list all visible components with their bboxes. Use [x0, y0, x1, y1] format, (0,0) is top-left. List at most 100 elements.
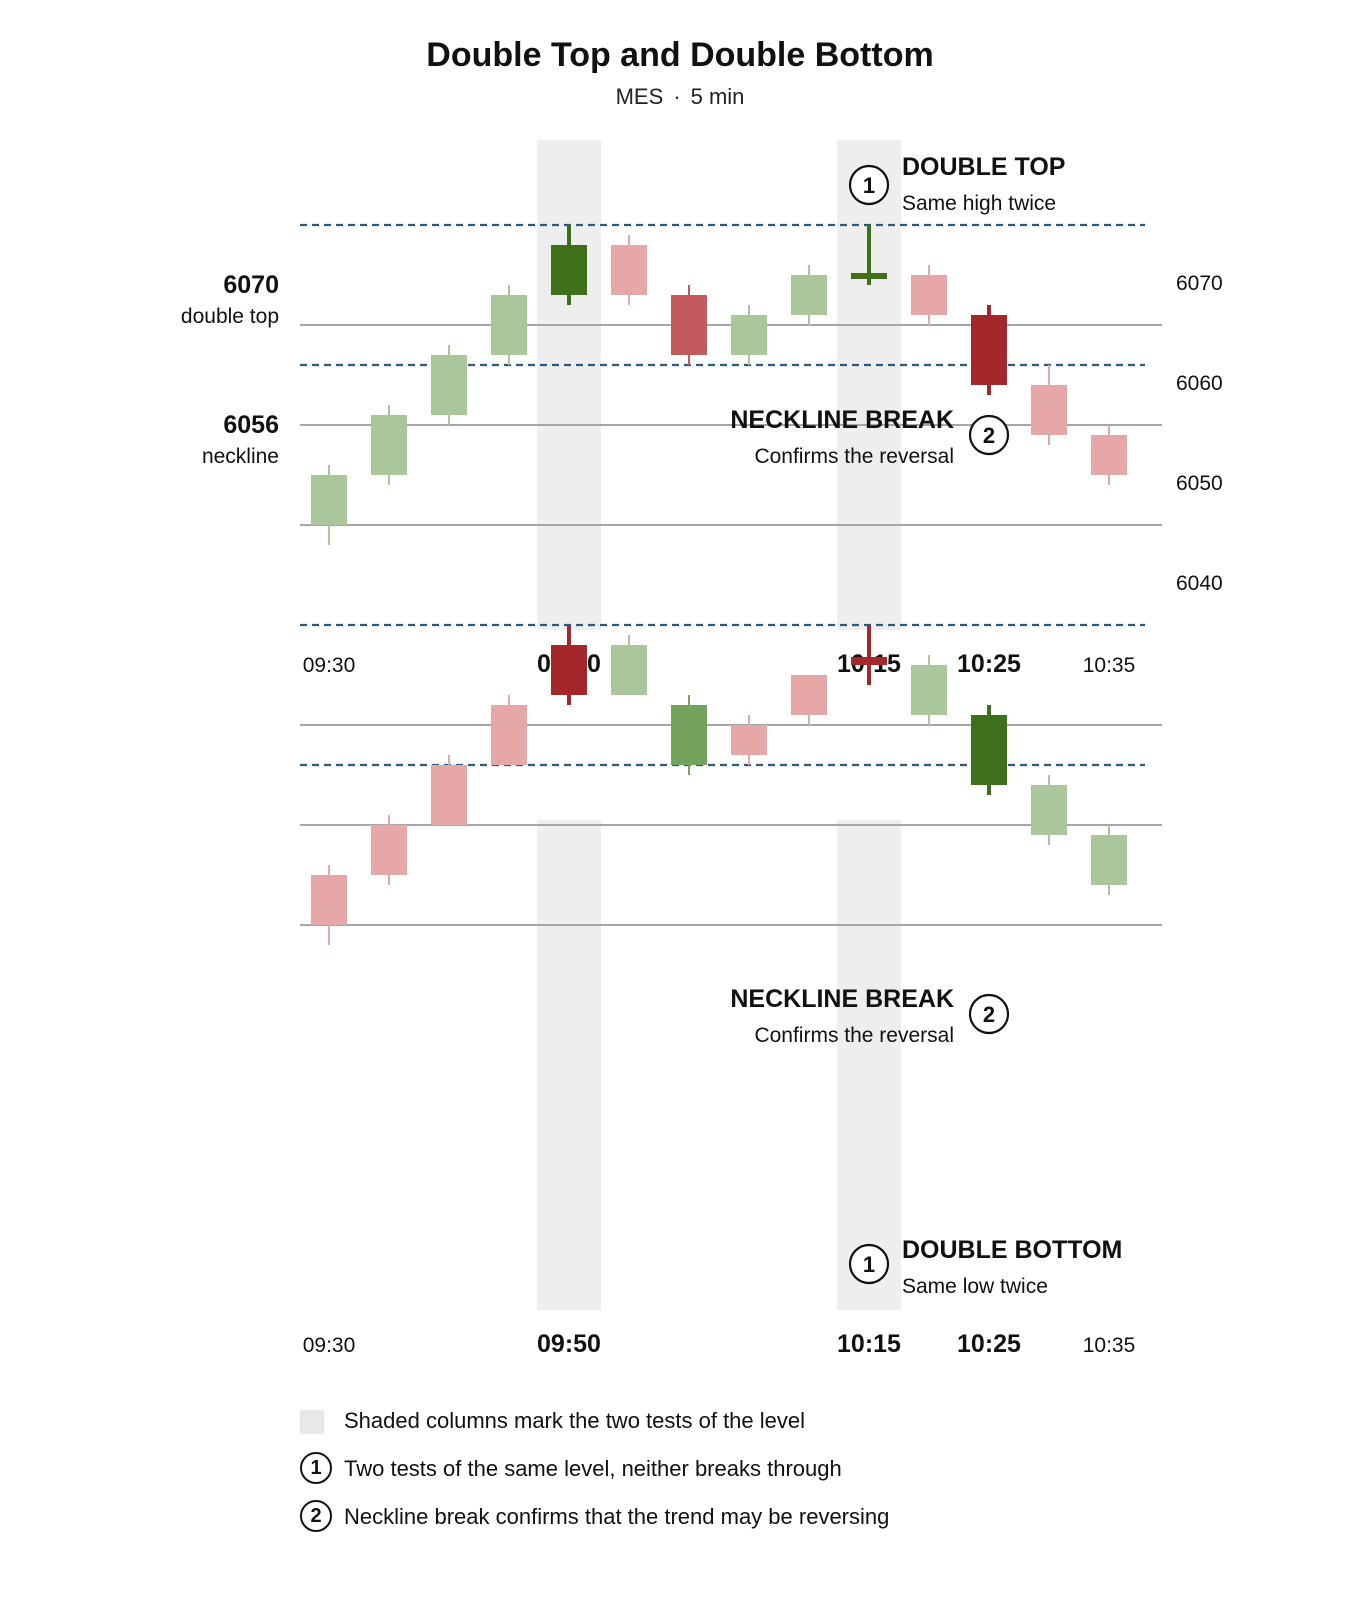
- candle-body: [911, 275, 947, 315]
- candle-body: [611, 645, 647, 695]
- legend-item-1-text: Two tests of the same level, neither bre…: [344, 1456, 842, 1481]
- candle-1010: [791, 265, 827, 325]
- candle-1005: [731, 715, 767, 765]
- candle-body: [791, 275, 827, 315]
- circle-number: 1: [863, 173, 875, 198]
- annotation-2-marker: 2: [968, 414, 1010, 456]
- neckline-break-annotation-heading: NECKLINE BREAK: [730, 985, 954, 1013]
- candle-body: [1031, 385, 1067, 435]
- candle-0945: [491, 695, 527, 765]
- left-label-text: neckline: [202, 445, 279, 468]
- candle-0940: [431, 345, 467, 425]
- candle-0930: [311, 865, 347, 945]
- candle-body: [431, 355, 467, 415]
- candle-1035: [1091, 425, 1127, 485]
- candle-1025: [971, 705, 1007, 795]
- candle-body: [851, 273, 887, 279]
- double-top-annotation-heading: DOUBLE TOP: [902, 153, 1065, 181]
- candle-0930: [311, 465, 347, 545]
- candle-body: [1091, 435, 1127, 475]
- neckline-break-annotation-heading: NECKLINE BREAK: [730, 406, 954, 434]
- symbol-label: MES: [615, 84, 664, 109]
- x-tick-label: 10:35: [1083, 1334, 1136, 1357]
- neckline-break-annotation-text: Confirms the reversal: [754, 1024, 954, 1047]
- y-tick-label-6040: 6040: [1176, 572, 1223, 595]
- y-tick-label-6050: 6050: [1176, 472, 1223, 495]
- candle-0950: [551, 625, 587, 705]
- number-1-circle-icon: 1: [300, 1452, 332, 1484]
- annotation-2-marker: 2: [968, 993, 1010, 1035]
- candle-body: [611, 245, 647, 295]
- candle-body: [551, 245, 587, 295]
- circle-outline: [848, 1243, 890, 1285]
- chart-subtitle: MES · 5 min: [0, 84, 1360, 110]
- annotation-1-marker: 1: [848, 1243, 890, 1285]
- legend-item-2-text: Neckline break confirms that the trend m…: [344, 1504, 890, 1529]
- candle-body: [731, 315, 767, 355]
- candle-body: [371, 415, 407, 475]
- circle-outline: [968, 993, 1010, 1035]
- candle-0955: [611, 235, 647, 305]
- candle-1030: [1031, 365, 1067, 445]
- double-top-chart: 09:3009:5010:1510:2510:35607060606050604…: [181, 140, 1223, 678]
- candle-1010: [791, 675, 827, 725]
- candle-1000: [671, 285, 707, 365]
- candle-1015: [851, 625, 887, 685]
- shade-swatch: [300, 1410, 324, 1434]
- x-tick-label: 09:30: [303, 1334, 356, 1357]
- x-tick-label: 10:25: [957, 650, 1021, 678]
- candle-1000: [671, 695, 707, 775]
- candle-body: [911, 665, 947, 715]
- number-2-circle-icon: 2: [300, 1500, 332, 1532]
- candle-0940: [431, 755, 467, 825]
- candle-body: [371, 825, 407, 875]
- double-bottom-annotation-text: Same low twice: [902, 1275, 1048, 1298]
- left-label-text: double top: [181, 305, 279, 328]
- candle-body: [1091, 835, 1127, 885]
- shaded-column-1: [537, 820, 601, 1310]
- candle-0935: [371, 405, 407, 485]
- candle-1015: [851, 225, 887, 285]
- candle-body: [311, 875, 347, 925]
- annotation-1-marker: 1: [848, 164, 890, 206]
- candle-body: [971, 315, 1007, 385]
- circle-outline: [968, 414, 1010, 456]
- candle-body: [491, 705, 527, 765]
- candle-body: [851, 657, 887, 665]
- chart-title: Double Top and Double Bottom: [426, 36, 934, 74]
- candle-1020: [911, 655, 947, 725]
- candle-body: [431, 765, 467, 825]
- x-tick-label: 10:25: [957, 1330, 1021, 1358]
- circle-outline: [848, 164, 890, 206]
- candle-1020: [911, 265, 947, 325]
- circle-number: 2: [983, 1002, 995, 1027]
- candle-0955: [611, 635, 647, 695]
- shaded-column-2: [837, 140, 901, 630]
- candle-0950: [551, 225, 587, 305]
- separator-dot: ·: [673, 84, 681, 109]
- left-label-value: 6070: [223, 271, 279, 299]
- legend-shade-text: Shaded columns mark the two tests of the…: [344, 1408, 806, 1433]
- candle-body: [731, 725, 767, 755]
- candle-body: [971, 715, 1007, 785]
- candle-body: [791, 675, 827, 715]
- candle-body: [1031, 785, 1067, 835]
- double-bottom-annotation-heading: DOUBLE BOTTOM: [902, 1236, 1122, 1264]
- candle-1030: [1031, 775, 1067, 845]
- circle-number: 2: [983, 423, 995, 448]
- shaded-column-2: [837, 820, 901, 1310]
- shaded-column-1: [537, 140, 601, 630]
- candle-1005: [731, 305, 767, 365]
- candle-0935: [371, 815, 407, 885]
- y-tick-label-6060: 6060: [1176, 372, 1223, 395]
- left-label-value: 6056: [223, 411, 279, 439]
- candle-1025: [971, 305, 1007, 395]
- x-tick-label: 10:15: [837, 1330, 901, 1358]
- x-tick-label: 09:50: [537, 1330, 601, 1358]
- candle-body: [311, 475, 347, 525]
- candle-body: [671, 295, 707, 355]
- y-tick-label-6070: 6070: [1176, 272, 1223, 295]
- circle-number: 1: [863, 1252, 875, 1277]
- candle-1035: [1091, 825, 1127, 895]
- neckline-break-annotation-text: Confirms the reversal: [754, 445, 954, 468]
